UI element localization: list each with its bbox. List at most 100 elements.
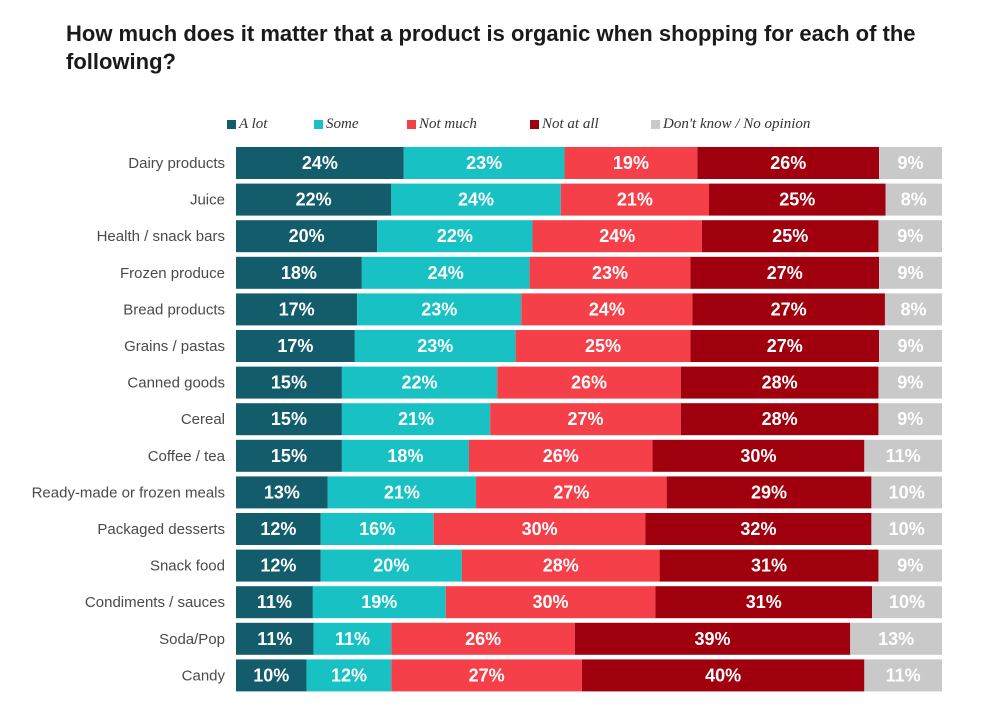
bar-frozen-produce-not-much	[529, 256, 691, 289]
value-label-bread-products-not-at-all: 27%	[771, 299, 807, 319]
bar-juice-not-at-all	[709, 183, 886, 216]
value-label-snack-food-don-t-know-no-opinion: 9%	[897, 556, 923, 576]
category-label-frozen-produce: Frozen produce	[120, 265, 225, 282]
bar-snack-food-don-t-know-no-opinion	[878, 549, 942, 582]
bar-cereal-don-t-know-no-opinion	[878, 403, 942, 436]
category-label-snack-food: Snack food	[150, 558, 225, 575]
bar-dairy-products-some	[403, 147, 565, 179]
value-label-cereal-not-much: 27%	[567, 409, 603, 429]
legend-label-some: Some	[326, 115, 359, 132]
value-label-health-snack-bars-not-much: 24%	[599, 226, 635, 246]
category-label-canned-goods: Canned goods	[127, 375, 225, 392]
bar-dairy-products-not-much	[564, 147, 698, 179]
category-label-packaged-desserts: Packaged desserts	[97, 521, 225, 538]
value-label-cereal-not-at-all: 28%	[762, 409, 798, 429]
value-label-dairy-products-some: 23%	[466, 153, 502, 173]
legend-item-dont-know: Don't know / No opinion	[651, 113, 810, 135]
bar-coffee-tea-not-much	[468, 439, 653, 472]
bar-frozen-produce-don-t-know-no-opinion	[879, 256, 942, 289]
value-label-ready-made-or-frozen-meals-don-t-know-no-opinion: 10%	[889, 482, 925, 502]
value-label-canned-goods-not-at-all: 28%	[762, 373, 798, 393]
value-label-soda-pop-some: 11%	[335, 629, 370, 649]
bar-dairy-products-don-t-know-no-opinion	[879, 147, 942, 179]
bar-ready-made-or-frozen-meals-not-much	[476, 476, 667, 509]
bar-candy-not-much	[391, 659, 582, 692]
bar-bread-products-don-t-know-no-opinion	[884, 293, 942, 326]
value-label-health-snack-bars-don-t-know-no-opinion: 9%	[897, 226, 923, 246]
bar-packaged-desserts-a-lot	[236, 513, 321, 545]
legend-swatch-not-much	[407, 119, 416, 129]
value-label-snack-food-some: 20%	[373, 556, 409, 576]
legend-swatch-some	[314, 119, 323, 129]
bar-candy-some	[306, 659, 392, 692]
bar-canned-goods-not-much	[497, 366, 681, 399]
value-label-dairy-products-a-lot: 24%	[302, 153, 338, 173]
value-label-juice-some: 24%	[458, 190, 494, 210]
legend-item-not-at-all: Not at all	[530, 113, 599, 135]
value-label-grains-pastas-not-much: 25%	[585, 336, 621, 356]
bar-juice-a-lot	[236, 183, 392, 216]
category-label-health-snack-bars: Health / snack bars	[97, 228, 225, 245]
category-label-grains-pastas: Grains / pastas	[124, 338, 225, 355]
value-label-dairy-products-not-much: 19%	[613, 153, 649, 173]
value-label-ready-made-or-frozen-meals-some: 21%	[384, 482, 420, 502]
value-label-candy-a-lot: 10%	[253, 665, 289, 685]
bar-ready-made-or-frozen-meals-some	[327, 476, 477, 509]
legend-label-not-much: Not much	[419, 115, 477, 132]
bar-grains-pastas-don-t-know-no-opinion	[879, 330, 942, 362]
value-label-health-snack-bars-a-lot: 20%	[289, 226, 325, 246]
value-label-packaged-desserts-don-t-know-no-opinion: 10%	[889, 519, 925, 539]
value-label-grains-pastas-not-at-all: 27%	[767, 336, 803, 356]
bar-condiments-sauces-some	[312, 586, 446, 619]
value-label-packaged-desserts-not-at-all: 32%	[740, 519, 776, 539]
value-label-candy-some: 12%	[331, 665, 367, 685]
value-label-juice-don-t-know-no-opinion: 8%	[901, 190, 927, 210]
category-label-condiments-sauces: Condiments / sauces	[85, 594, 225, 611]
value-label-coffee-tea-some: 18%	[387, 446, 423, 466]
bar-dairy-products-a-lot	[236, 147, 404, 179]
value-label-condiments-sauces-a-lot: 11%	[257, 592, 292, 612]
bar-condiments-sauces-don-t-know-no-opinion	[872, 586, 942, 619]
bar-bread-products-a-lot	[236, 293, 358, 326]
bar-health-snack-bars-a-lot	[236, 220, 378, 253]
value-label-juice-not-at-all: 25%	[779, 190, 815, 210]
value-label-cereal-some: 21%	[398, 409, 434, 429]
bar-candy-a-lot	[236, 659, 307, 692]
bar-condiments-sauces-a-lot	[236, 586, 313, 619]
value-label-frozen-produce-some: 24%	[428, 263, 464, 283]
bar-snack-food-a-lot	[236, 549, 321, 582]
bar-ready-made-or-frozen-meals-don-t-know-no-opinion	[871, 476, 942, 509]
value-label-bread-products-a-lot: 17%	[279, 299, 315, 319]
bar-frozen-produce-not-at-all	[690, 256, 880, 289]
value-label-condiments-sauces-don-t-know-no-opinion: 10%	[889, 592, 925, 612]
value-label-grains-pastas-don-t-know-no-opinion: 9%	[898, 336, 924, 356]
chart-legend: A lot Some Not much Not at all Don't kno…	[0, 113, 983, 135]
bar-ready-made-or-frozen-meals-not-at-all	[666, 476, 872, 509]
bar-soda-pop-not-at-all	[574, 622, 851, 655]
bar-cereal-not-at-all	[680, 403, 879, 436]
value-label-snack-food-not-much: 28%	[543, 556, 579, 576]
value-label-soda-pop-a-lot: 11%	[257, 629, 292, 649]
bar-coffee-tea-a-lot	[236, 439, 342, 472]
value-label-grains-pastas-a-lot: 17%	[277, 336, 313, 356]
value-label-dairy-products-don-t-know-no-opinion: 9%	[898, 153, 924, 173]
value-label-snack-food-a-lot: 12%	[260, 556, 296, 576]
value-label-packaged-desserts-a-lot: 12%	[260, 519, 296, 539]
value-label-soda-pop-don-t-know-no-opinion: 13%	[878, 629, 914, 649]
value-label-candy-not-much: 27%	[469, 665, 505, 685]
bar-frozen-produce-some	[361, 256, 530, 289]
bar-health-snack-bars-not-much	[532, 220, 702, 253]
value-label-juice-a-lot: 22%	[296, 190, 332, 210]
bar-health-snack-bars-some	[377, 220, 533, 253]
legend-item-not-much: Not much	[407, 113, 477, 135]
value-label-canned-goods-some: 22%	[402, 373, 438, 393]
bar-canned-goods-some	[341, 366, 498, 399]
value-label-frozen-produce-not-at-all: 27%	[767, 263, 803, 283]
value-label-condiments-sauces-some: 19%	[361, 592, 397, 612]
value-label-coffee-tea-don-t-know-no-opinion: 11%	[886, 446, 921, 466]
bar-grains-pastas-not-at-all	[690, 330, 880, 362]
value-label-cereal-don-t-know-no-opinion: 9%	[897, 409, 923, 429]
bar-frozen-produce-a-lot	[236, 256, 362, 289]
bar-coffee-tea-not-at-all	[652, 439, 865, 472]
value-label-canned-goods-not-much: 26%	[571, 373, 607, 393]
